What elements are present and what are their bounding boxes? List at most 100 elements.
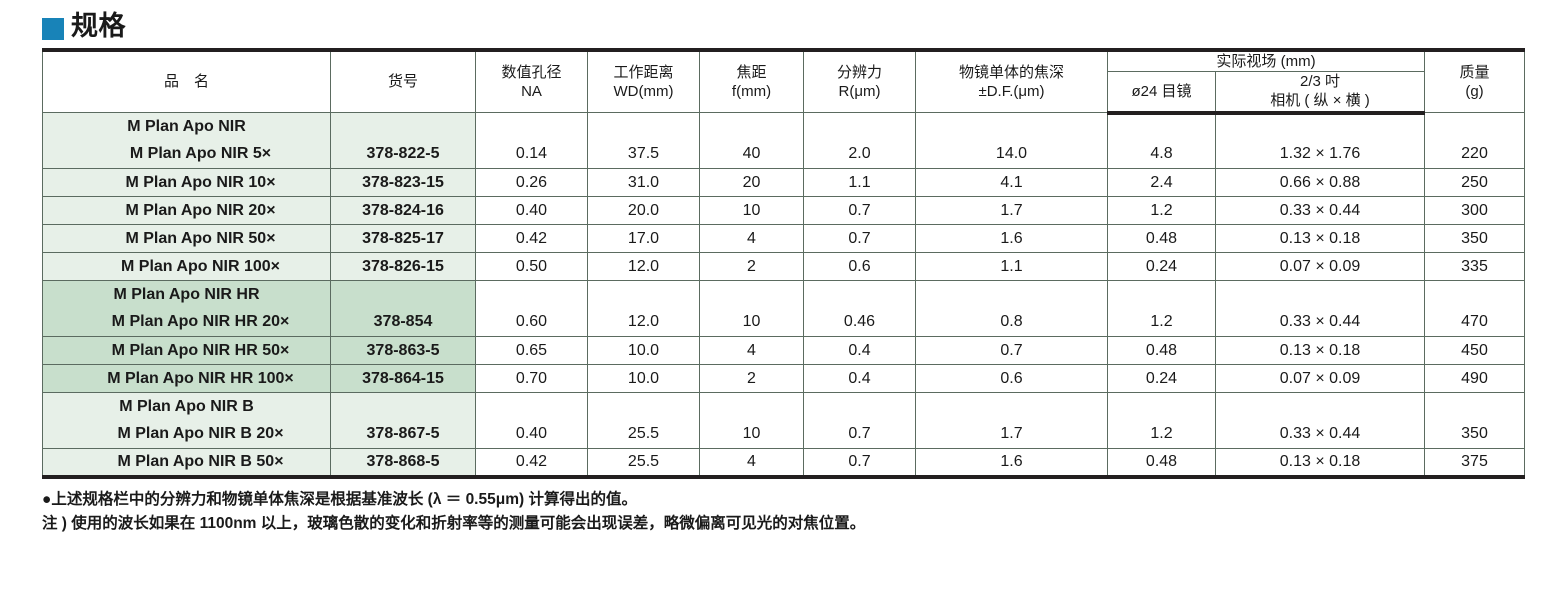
cell-depth-of-focus: 14.0	[915, 140, 1108, 170]
group-title: M Plan Apo NIR	[42, 112, 331, 141]
cell-mass: 300	[1424, 196, 1525, 226]
col-header-wd-line1: 工作距离	[613, 63, 674, 81]
cell-resolution: 0.7	[803, 224, 916, 254]
cell-fov-camera: 0.07 × 0.09	[1215, 252, 1425, 282]
cell-mass-empty	[1424, 280, 1525, 309]
cell-fov-eyepiece-empty	[1107, 112, 1216, 141]
cell-fov-camera: 0.33 × 0.44	[1215, 308, 1425, 338]
table-row: M Plan Apo NIR 5× 378-822-5 0.14 37.5 40 2.0 1…	[42, 140, 1525, 170]
cell-mass: 350	[1424, 420, 1525, 450]
header-row-1: 品 名 货号 数值孔径 NA 工作距离 WD(mm) 焦距 f(mm)	[42, 48, 1525, 114]
cell-product-name: M Plan Apo NIR 20×	[42, 196, 331, 226]
table-row: M Plan Apo NIR HR 20× 378-854 0.60 12.0 10 0.…	[42, 308, 1525, 338]
cell-product-name: M Plan Apo NIR HR 20×	[42, 308, 331, 338]
cell-na: 0.42	[475, 224, 588, 254]
cell-order-number: 378-854	[330, 308, 476, 338]
group-header-row: M Plan Apo NIR HR	[42, 280, 1525, 309]
specification-table-wrapper: 品 名 货号 数值孔径 NA 工作距离 WD(mm) 焦距 f(mm)	[42, 48, 1525, 479]
cell-mass: 220	[1424, 140, 1525, 170]
cell-na: 0.65	[475, 336, 588, 366]
cell-wd: 10.0	[587, 364, 700, 394]
group-title: M Plan Apo NIR B	[42, 392, 331, 421]
footnotes: ●上述规格栏中的分辨力和物镜单体焦深是根据基准波长 (λ ＝ 0.55μm) 计…	[42, 488, 1552, 536]
cell-na: 0.40	[475, 420, 588, 450]
cell-resolution: 0.4	[803, 364, 916, 394]
col-header-df-line1: 物镜单体的焦深	[958, 63, 1064, 81]
cell-focal-length: 2	[699, 364, 804, 394]
col-header-r-line1: 分辨力	[836, 63, 882, 81]
cell-depth-of-focus: 0.8	[915, 308, 1108, 338]
cell-fov-camera-empty	[1215, 112, 1425, 141]
cell-depth-of-focus: 0.7	[915, 336, 1108, 366]
cell-wd: 12.0	[587, 252, 700, 282]
table-row: M Plan Apo NIR 100× 378-826-15 0.50 12.0 2 0.…	[42, 252, 1525, 282]
cell-product-name: M Plan Apo NIR 10×	[42, 168, 331, 198]
cell-focal-length-empty	[699, 112, 804, 141]
col-header-resolution: 分辨力 R(μm)	[803, 48, 916, 114]
cell-na: 0.50	[475, 252, 588, 282]
cell-na: 0.14	[475, 140, 588, 170]
cell-depth-of-focus: 1.6	[915, 224, 1108, 254]
cell-resolution: 0.7	[803, 196, 916, 226]
cell-product-name: M Plan Apo NIR B 50×	[42, 448, 331, 479]
cell-mass: 350	[1424, 224, 1525, 254]
group-code-placeholder	[330, 112, 476, 141]
cell-depth-of-focus: 1.7	[915, 420, 1108, 450]
col-header-na-line2: NA	[521, 83, 542, 101]
cell-na: 0.42	[475, 448, 588, 479]
table-row: M Plan Apo NIR 50× 378-825-17 0.42 17.0 4 0.7…	[42, 224, 1525, 254]
col-header-f-line2: f(mm)	[731, 83, 772, 101]
group-code-placeholder	[330, 280, 476, 309]
col-header-focal-length: 焦距 f(mm)	[699, 48, 804, 114]
spec-page: 规格 品 名 货号 数值孔径 NA 工作距离 WD(mm)	[0, 13, 1552, 604]
cell-depth-of-focus: 1.7	[915, 196, 1108, 226]
cell-order-number: 378-868-5	[330, 448, 476, 479]
cell-wd-empty	[587, 392, 700, 421]
table-row: M Plan Apo NIR HR 100× 378-864-15 0.70 10.0…	[42, 364, 1525, 394]
cell-mass: 470	[1424, 308, 1525, 338]
cell-depth-of-focus: 0.6	[915, 364, 1108, 394]
cell-wd: 25.5	[587, 420, 700, 450]
cell-product-name: M Plan Apo NIR HR 50×	[42, 336, 331, 366]
cell-product-name: M Plan Apo NIR B 20×	[42, 420, 331, 450]
cell-order-number: 378-825-17	[330, 224, 476, 254]
cell-fov-eyepiece: 0.24	[1107, 364, 1216, 394]
cell-na-empty	[475, 392, 588, 421]
col-header-mass-line1: 质量	[1459, 63, 1490, 81]
cell-fov-eyepiece: 1.2	[1107, 196, 1216, 226]
section-title: 规格	[42, 13, 1552, 40]
cell-mass-empty	[1424, 112, 1525, 141]
col-header-f-line1: 焦距	[736, 63, 767, 81]
cell-mass: 335	[1424, 252, 1525, 282]
table-row: M Plan Apo NIR B 50× 378-868-5 0.42 25.5 4 0.…	[42, 448, 1525, 479]
cell-focal-length: 2	[699, 252, 804, 282]
cell-mass-empty	[1424, 392, 1525, 421]
cell-resolution-empty	[803, 392, 916, 421]
table-row: M Plan Apo NIR HR 50× 378-863-5 0.65 10.0 4 0…	[42, 336, 1525, 366]
cell-focal-length: 4	[699, 224, 804, 254]
cell-fov-eyepiece: 1.2	[1107, 308, 1216, 338]
col-header-na-line1: 数值孔径	[501, 63, 562, 81]
cell-wd: 12.0	[587, 308, 700, 338]
cell-resolution: 2.0	[803, 140, 916, 170]
cell-wd: 37.5	[587, 140, 700, 170]
cell-na-empty	[475, 112, 588, 141]
cell-order-number: 378-823-15	[330, 168, 476, 198]
cell-focal-length: 10	[699, 196, 804, 226]
cell-na-empty	[475, 280, 588, 309]
cell-na: 0.40	[475, 196, 588, 226]
col-header-fov-camera-line2: 相机 ( 纵 × 横 )	[1270, 92, 1370, 110]
cell-product-name: M Plan Apo NIR HR 100×	[42, 364, 331, 394]
col-header-df-line2: ±D.F.(μm)	[978, 83, 1045, 101]
col-header-wd: 工作距离 WD(mm)	[587, 48, 700, 114]
cell-product-name: M Plan Apo NIR 5×	[42, 140, 331, 170]
cell-fov-eyepiece-empty	[1107, 280, 1216, 309]
cell-na: 0.70	[475, 364, 588, 394]
col-header-r-line2: R(μm)	[838, 83, 881, 101]
cell-focal-length-empty	[699, 280, 804, 309]
cell-resolution-empty	[803, 112, 916, 141]
table-row: M Plan Apo NIR 20× 378-824-16 0.40 20.0 10 0.…	[42, 196, 1525, 226]
cell-resolution: 0.6	[803, 252, 916, 282]
cell-order-number: 378-822-5	[330, 140, 476, 170]
cell-resolution: 0.46	[803, 308, 916, 338]
